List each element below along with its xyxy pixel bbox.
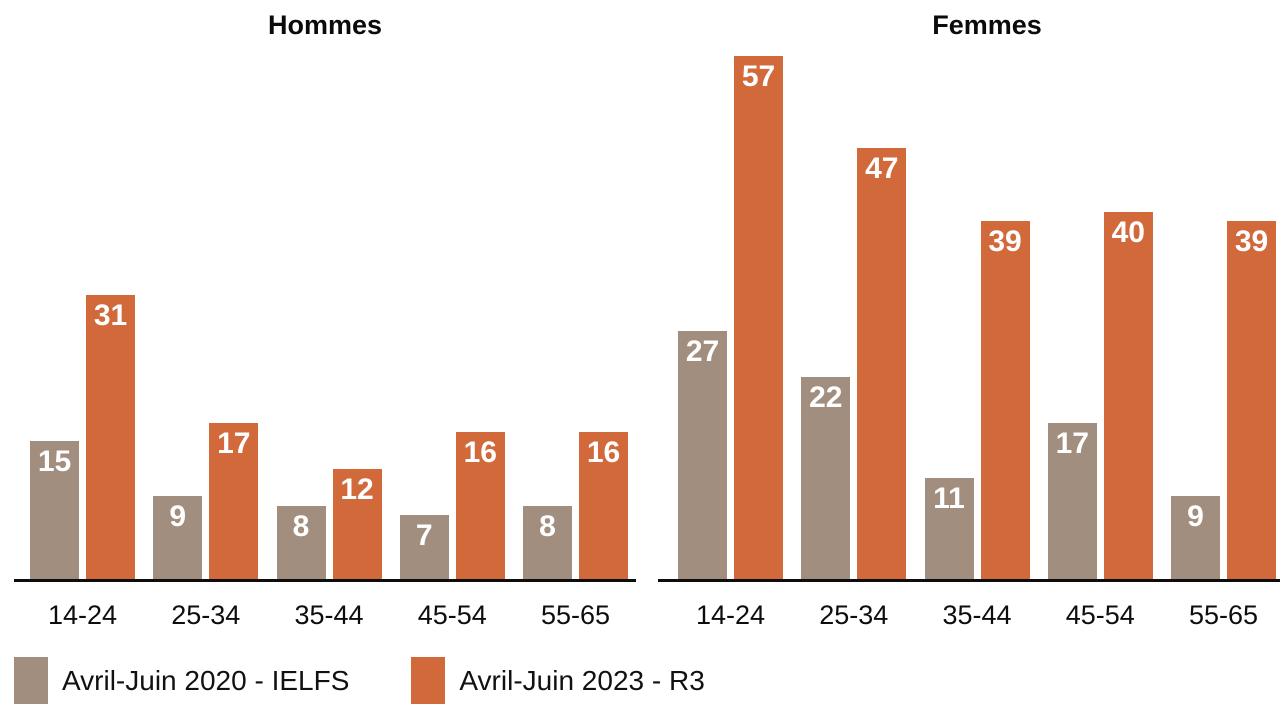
- bar-2020-35-44: 11: [924, 478, 974, 579]
- bar-2020-45-54: 7: [399, 515, 449, 579]
- bar-2020-35-44: 8: [276, 506, 326, 579]
- bar-group-35-44: 8 12: [276, 469, 382, 579]
- plot-area-femmes: 27 57 22 47 11 39 17 40 9 39: [658, 39, 1280, 582]
- legend-label-2023: Avril-Juin 2023 - R3: [459, 664, 705, 696]
- bar-value-label: 27: [685, 335, 720, 368]
- bar-2020-25-34: 22: [801, 377, 851, 579]
- bar-value-label: 12: [340, 473, 374, 506]
- bar-2023-14-24: 57: [734, 56, 783, 579]
- bar-group-25-34: 9 17: [153, 423, 259, 579]
- bar-2020-45-54: 17: [1047, 423, 1097, 579]
- bar-value-label: 16: [586, 436, 621, 469]
- bar-2020-55-65: 8: [523, 506, 572, 579]
- bar-group-14-24: 27 57: [678, 56, 783, 579]
- bar-value-label: 9: [1187, 500, 1204, 533]
- bar-value-label: 15: [37, 445, 72, 478]
- x-tick-label-45-54: 45-54: [417, 600, 487, 630]
- bar-value-label: 16: [463, 436, 497, 469]
- bar-value-label: 39: [1234, 225, 1269, 258]
- x-tick-label-25-34: 25-34: [819, 600, 889, 630]
- bar-value-label: 9: [169, 500, 187, 533]
- bar-value-label: 17: [1055, 427, 1089, 460]
- bar-group-45-54: 7 16: [399, 432, 505, 579]
- bar-value-label: 57: [741, 60, 776, 93]
- panel-hommes: Hommes 15 31 9 17 8 12 7 16 8 16 14-24 25-34 35-44 4…: [14, 0, 636, 722]
- bar-group-25-34: 22 47: [801, 148, 907, 579]
- bar-2023-14-24: 31: [86, 295, 135, 579]
- x-tick-label-25-34: 25-34: [171, 600, 241, 630]
- bar-value-label: 22: [809, 381, 843, 414]
- legend-swatch-2020: [14, 657, 48, 704]
- legend: Avril-Juin 2020 - IELFS Avril-Juin 2023 …: [14, 657, 705, 704]
- legend-item-2020: Avril-Juin 2020 - IELFS: [14, 657, 349, 704]
- bar-2023-25-34: 17: [209, 423, 259, 579]
- bar-value-label: 8: [539, 510, 556, 543]
- bar-2023-55-65: 39: [1227, 221, 1276, 579]
- x-axis-labels-femmes: 14-24 25-34 35-44 45-54 55-65: [658, 600, 1280, 631]
- x-tick-label-45-54: 45-54: [1065, 600, 1135, 630]
- bars-hommes: 15 31 9 17 8 12 7 16 8 16: [14, 295, 636, 579]
- bar-2023-45-54: 40: [1103, 212, 1153, 579]
- bar-value-label: 47: [865, 152, 899, 185]
- legend-swatch-2023: [411, 657, 446, 704]
- bar-2020-14-24: 27: [678, 331, 727, 579]
- bar-value-label: 8: [292, 510, 310, 543]
- bar-2020-25-34: 9: [153, 496, 203, 579]
- bars-femmes: 27 57 22 47 11 39 17 40 9 39: [658, 56, 1280, 579]
- panel-femmes: Femmes 27 57 22 47 11 39 17 40 9 39 14-24 25-34 35-…: [658, 0, 1280, 722]
- x-tick-label-35-44: 35-44: [942, 600, 1012, 630]
- bar-group-45-54: 17 40: [1047, 212, 1153, 579]
- bar-2020-14-24: 15: [30, 441, 79, 579]
- bar-2023-45-54: 16: [455, 432, 505, 579]
- panel-title-hommes: Hommes: [267, 10, 383, 40]
- bar-value-label: 31: [93, 299, 128, 332]
- bar-2023-25-34: 47: [857, 148, 907, 579]
- legend-item-2023: Avril-Juin 2023 - R3: [411, 657, 705, 704]
- bar-value-label: 39: [988, 225, 1022, 258]
- x-tick-label-55-65: 55-65: [1188, 600, 1259, 630]
- bar-2023-35-44: 39: [980, 221, 1030, 579]
- bar-value-label: 7: [415, 519, 433, 552]
- x-tick-label-35-44: 35-44: [294, 600, 364, 630]
- bar-group-14-24: 15 31: [30, 295, 135, 579]
- bar-2023-55-65: 16: [579, 432, 628, 579]
- x-axis-labels-hommes: 14-24 25-34 35-44 45-54 55-65: [14, 600, 636, 631]
- bar-group-55-65: 8 16: [523, 432, 628, 579]
- bar-value-label: 17: [217, 427, 251, 460]
- bar-value-label: 11: [933, 482, 965, 515]
- legend-label-2020: Avril-Juin 2020 - IELFS: [62, 664, 350, 696]
- x-tick-label-55-65: 55-65: [540, 600, 611, 630]
- bar-2023-35-44: 12: [332, 469, 382, 579]
- x-tick-label-14-24: 14-24: [695, 600, 766, 630]
- bar-group-55-65: 9 39: [1171, 221, 1276, 579]
- bar-2020-55-65: 9: [1171, 496, 1220, 579]
- panel-title-femmes: Femmes: [932, 10, 1042, 40]
- plot-area-hommes: 15 31 9 17 8 12 7 16 8 16: [14, 39, 636, 582]
- x-tick-label-14-24: 14-24: [47, 600, 118, 630]
- bar-value-label: 40: [1111, 216, 1145, 249]
- bar-group-35-44: 11 39: [924, 221, 1030, 579]
